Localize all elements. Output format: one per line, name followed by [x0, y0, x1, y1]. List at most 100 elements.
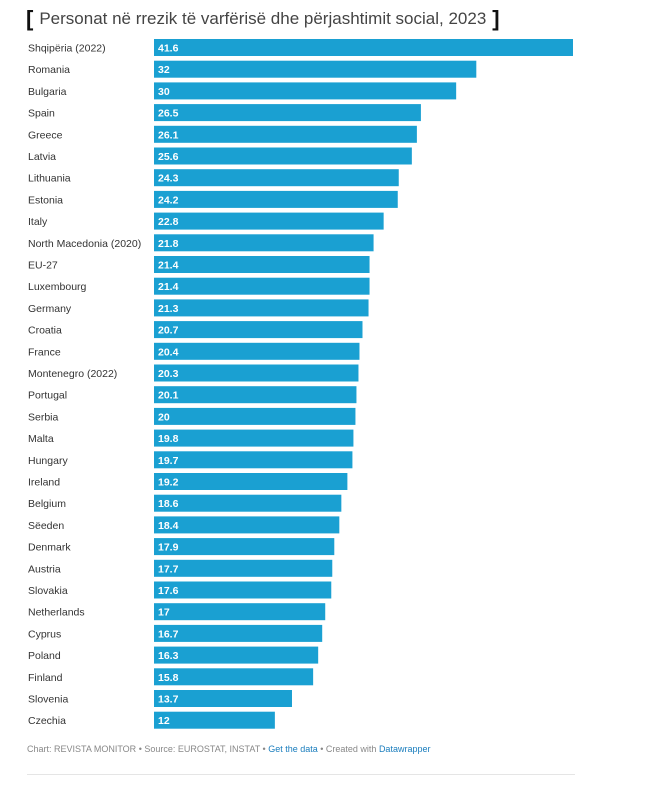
category-label: Spain	[28, 108, 55, 120]
bar[interactable]	[154, 104, 421, 122]
category-label: Lithuania	[28, 173, 71, 185]
category-label: Romania	[28, 64, 70, 76]
category-label: Austria	[28, 563, 61, 575]
footer-divider	[27, 774, 575, 775]
bar[interactable]	[154, 234, 374, 252]
bar[interactable]	[154, 473, 348, 490]
value-label: 16.7	[158, 628, 179, 640]
bar[interactable]	[154, 429, 354, 447]
value-label: 19.2	[158, 477, 179, 489]
bar[interactable]	[154, 256, 370, 273]
value-label: 20.4	[158, 346, 179, 358]
bar[interactable]	[154, 516, 340, 534]
value-label: 16.3	[158, 650, 179, 662]
footer-separator: •	[136, 744, 145, 754]
category-label: Czechia	[28, 715, 66, 727]
bar[interactable]	[154, 668, 314, 686]
category-label: Slovakia	[28, 585, 68, 597]
category-label: Finland	[28, 672, 63, 684]
footer-separator: •	[260, 744, 269, 754]
bar[interactable]	[154, 169, 399, 187]
value-label: 26.5	[158, 108, 179, 120]
bar[interactable]	[154, 212, 384, 230]
bar[interactable]	[154, 82, 457, 100]
bar[interactable]	[154, 581, 332, 599]
category-label: Shqipëria (2022)	[28, 43, 106, 55]
category-label: Croatia	[28, 325, 62, 337]
category-label: EU-27	[28, 260, 58, 272]
bar[interactable]	[154, 494, 342, 512]
footer-separator: •	[317, 744, 326, 754]
value-label: 17.6	[158, 585, 179, 597]
category-label: Sëeden	[28, 520, 64, 532]
category-label: Denmark	[28, 542, 71, 554]
bar[interactable]	[154, 125, 417, 143]
bar[interactable]	[154, 147, 412, 165]
category-label: Germany	[28, 303, 72, 315]
datawrapper-link[interactable]: Datawrapper	[378, 744, 431, 754]
bar[interactable]	[154, 559, 333, 577]
bar[interactable]	[154, 39, 573, 56]
value-label: 26.1	[158, 129, 179, 141]
value-label: 20.1	[158, 390, 179, 402]
value-label: 24.2	[158, 194, 179, 206]
value-label: 19.8	[158, 433, 179, 445]
category-label: Estonia	[28, 194, 63, 206]
value-label: 17.7	[158, 563, 179, 575]
bar[interactable]	[154, 277, 370, 295]
bar[interactable]	[154, 538, 335, 556]
chart-credit: Chart: REVISTA MONITOR	[27, 744, 137, 754]
bar[interactable]	[154, 299, 369, 317]
value-label: 21.8	[158, 238, 179, 250]
value-label: 22.8	[158, 216, 179, 228]
category-label: Malta	[28, 433, 54, 445]
value-label: 32	[158, 64, 170, 76]
category-label: Cyprus	[28, 628, 61, 640]
get-the-data-link[interactable]: Get the data	[268, 744, 318, 754]
bar[interactable]	[154, 407, 356, 425]
category-label: Hungary	[28, 455, 68, 467]
category-label: Bulgaria	[28, 86, 67, 98]
category-label: Italy	[28, 216, 48, 228]
bar[interactable]	[154, 321, 363, 339]
value-label: 20	[158, 411, 170, 423]
category-label: Netherlands	[28, 607, 85, 619]
bar[interactable]	[154, 60, 477, 78]
bar[interactable]	[154, 451, 353, 469]
value-label: 41.6	[158, 43, 179, 55]
bar[interactable]	[154, 624, 323, 642]
bar[interactable]	[154, 342, 360, 360]
value-label: 20.3	[158, 368, 179, 380]
bar[interactable]	[154, 646, 319, 664]
title-bracket-right: ]	[492, 6, 500, 31]
bar[interactable]	[154, 603, 326, 621]
value-label: 20.7	[158, 325, 179, 337]
category-label: Latvia	[28, 151, 56, 163]
category-label: Ireland	[28, 477, 60, 489]
value-label: 24.3	[158, 173, 179, 185]
value-label: 13.7	[158, 694, 179, 706]
bar[interactable]	[154, 386, 357, 404]
value-label: 15.8	[158, 672, 179, 684]
bar[interactable]	[154, 364, 359, 382]
bar[interactable]	[154, 690, 292, 707]
category-label: Greece	[28, 129, 63, 141]
chart-title: [ Personat në rrezik të varfërisë dhe pë…	[26, 6, 500, 32]
category-label: Poland	[28, 650, 61, 662]
value-label: 21.3	[158, 303, 179, 315]
category-label: Portugal	[28, 390, 67, 402]
source-text: Source: EUROSTAT, INSTAT	[144, 744, 261, 754]
value-label: 18.4	[158, 520, 179, 532]
value-label: 21.4	[158, 281, 179, 293]
value-label: 21.4	[158, 260, 179, 272]
value-label: 25.6	[158, 151, 179, 163]
category-label: North Macedonia (2020)	[28, 238, 141, 250]
bar[interactable]	[154, 711, 275, 729]
value-label: 17	[158, 607, 170, 619]
bar[interactable]	[154, 190, 398, 208]
category-label: Luxembourg	[28, 281, 87, 293]
category-label: Belgium	[28, 498, 66, 510]
category-label: Slovenia	[28, 694, 68, 706]
value-label: 18.6	[158, 498, 179, 510]
value-label: 17.9	[158, 542, 179, 554]
